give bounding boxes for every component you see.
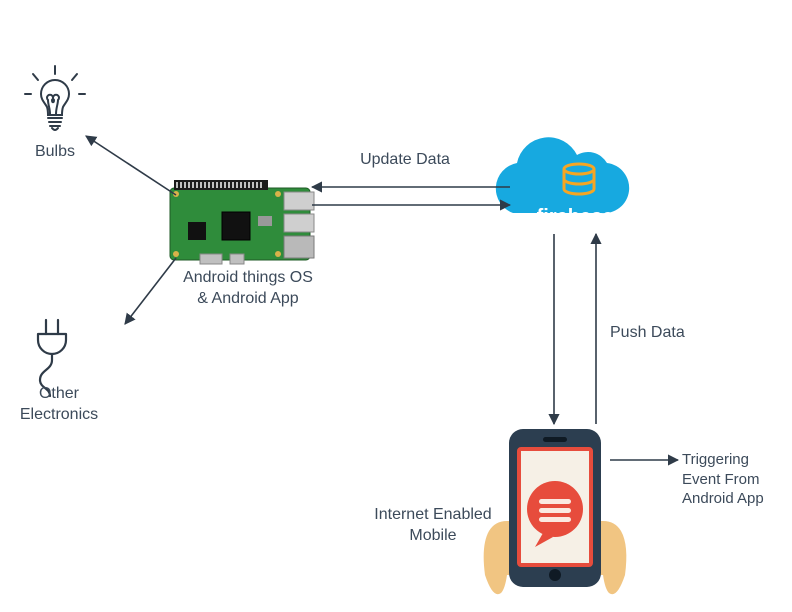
raspberry-pi-icon — [170, 180, 314, 264]
update-data-label: Update Data — [350, 150, 460, 171]
firebase-cloud-icon: firebase — [496, 137, 629, 228]
bulb-label: Bulbs — [30, 142, 80, 163]
firebase-label: firebase — [537, 206, 614, 228]
phone-label: Internet Enabled Mobile — [358, 505, 508, 547]
push-data-label: Push Data — [610, 323, 700, 344]
bulb-icon — [25, 66, 85, 130]
pi-label: Android things OS & Android App — [168, 268, 328, 310]
plug-label: Other Electronics — [14, 384, 104, 426]
trigger-label: Triggering Event From Android App — [682, 450, 786, 509]
